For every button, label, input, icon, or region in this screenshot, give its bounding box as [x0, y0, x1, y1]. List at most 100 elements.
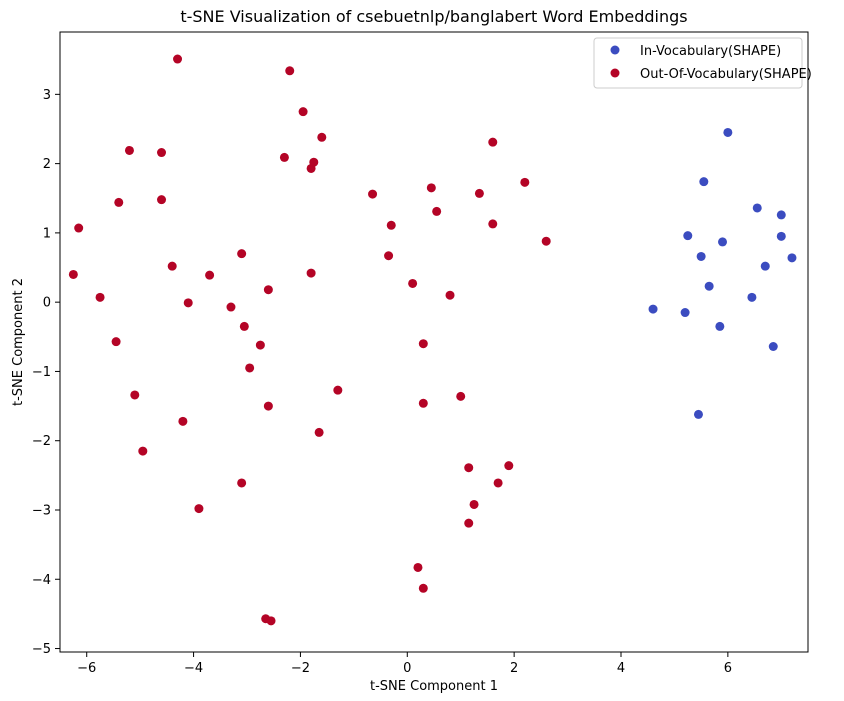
out-of-vocabulary-point — [488, 137, 498, 147]
out-of-vocabulary-point — [111, 337, 121, 347]
in-vocabulary-point — [648, 304, 658, 314]
out-of-vocabulary-point — [488, 219, 498, 229]
out-of-vocabulary-point — [263, 285, 273, 295]
x-tick-label: −6 — [77, 661, 96, 676]
out-of-vocabulary-point — [266, 616, 276, 626]
plot-area — [59, 31, 809, 653]
out-of-vocabulary-point — [474, 188, 484, 198]
in-vocabulary-point — [699, 177, 709, 187]
out-of-vocabulary-point — [255, 340, 265, 350]
in-vocabulary-point — [752, 203, 762, 213]
legend-marker-out-of-vocabulary — [610, 68, 620, 78]
x-axis: −6 −4 −2 0 2 4 6 — [77, 652, 732, 676]
legend-label-in-vocabulary: In-Vocabulary(SHAPE) — [640, 44, 781, 59]
out-of-vocabulary-point — [504, 461, 514, 471]
out-of-vocabulary-point — [205, 270, 215, 280]
out-of-vocabulary-point — [368, 189, 378, 199]
in-vocabulary-point — [768, 342, 778, 352]
y-axis: −5 −4 −3 −2 −1 0 1 2 3 — [32, 88, 60, 657]
out-of-vocabulary-point — [418, 583, 428, 593]
out-of-vocabulary-point — [114, 197, 124, 207]
out-of-vocabulary-point — [464, 463, 474, 473]
y-axis-label: t-SNE Component 2 — [11, 278, 26, 406]
out-of-vocabulary-point — [386, 220, 396, 230]
in-vocabulary-point — [776, 231, 786, 241]
out-of-vocabulary-point — [413, 562, 423, 572]
out-of-vocabulary-point — [138, 446, 148, 456]
out-of-vocabulary-point — [124, 145, 134, 155]
legend: In-Vocabulary(SHAPE) Out-Of-Vocabulary(S… — [593, 37, 812, 89]
y-tick-label: 2 — [43, 157, 51, 172]
out-of-vocabulary-point — [298, 107, 308, 117]
out-of-vocabulary-point — [74, 223, 84, 233]
out-of-vocabulary-point — [68, 269, 78, 279]
out-of-vocabulary-point — [157, 195, 167, 205]
data-points — [68, 54, 797, 626]
out-of-vocabulary-point — [167, 261, 177, 271]
out-of-vocabulary-point — [157, 148, 167, 158]
in-vocabulary-point — [696, 251, 706, 261]
out-of-vocabulary-point — [306, 268, 316, 278]
y-tick-label: 1 — [43, 226, 51, 241]
out-of-vocabulary-point — [464, 518, 474, 528]
out-of-vocabulary-point — [95, 292, 105, 302]
out-of-vocabulary-point — [384, 251, 394, 261]
in-vocabulary-point — [680, 308, 690, 318]
legend-marker-in-vocabulary — [610, 45, 620, 55]
y-tick-label: −3 — [32, 503, 51, 518]
out-of-vocabulary-point — [333, 385, 343, 395]
y-tick-label: −1 — [32, 365, 51, 380]
in-vocabulary-point — [704, 281, 714, 291]
in-vocabulary-point — [723, 127, 733, 137]
out-of-vocabulary-point — [408, 278, 418, 288]
in-vocabulary-point — [776, 210, 786, 220]
chart-title: t-SNE Visualization of csebuetnlp/bangla… — [180, 7, 687, 26]
out-of-vocabulary-point — [418, 339, 428, 349]
in-vocabulary-point — [683, 231, 693, 241]
out-of-vocabulary-point — [237, 249, 247, 259]
out-of-vocabulary-point — [317, 132, 327, 142]
y-tick-label: −5 — [32, 642, 51, 657]
in-vocabulary-point — [715, 321, 725, 331]
out-of-vocabulary-point — [226, 302, 236, 312]
out-of-vocabulary-point — [541, 236, 551, 246]
plot-frame — [59, 31, 809, 653]
out-of-vocabulary-point — [445, 290, 455, 300]
out-of-vocabulary-point — [493, 478, 503, 488]
out-of-vocabulary-point — [183, 298, 193, 308]
in-vocabulary-point — [718, 237, 728, 247]
x-axis-label: t-SNE Component 1 — [370, 679, 498, 694]
out-of-vocabulary-point — [237, 478, 247, 488]
out-of-vocabulary-point — [432, 206, 442, 216]
out-of-vocabulary-point — [418, 398, 428, 408]
y-tick-label: −2 — [32, 434, 51, 449]
out-of-vocabulary-point — [173, 54, 183, 64]
x-tick-label: 4 — [617, 661, 625, 676]
out-of-vocabulary-point — [245, 363, 255, 373]
out-of-vocabulary-point — [426, 183, 436, 193]
out-of-vocabulary-point — [279, 152, 289, 162]
out-of-vocabulary-point — [469, 499, 479, 509]
legend-label-out-of-vocabulary: Out-Of-Vocabulary(SHAPE) — [640, 67, 812, 82]
x-tick-label: 0 — [403, 661, 411, 676]
out-of-vocabulary-point — [314, 427, 324, 437]
x-tick-label: 6 — [724, 661, 732, 676]
x-tick-label: −4 — [184, 661, 203, 676]
x-tick-label: 2 — [510, 661, 518, 676]
in-vocabulary-point — [693, 409, 703, 419]
out-of-vocabulary-point — [194, 504, 204, 514]
y-tick-label: −4 — [32, 573, 51, 588]
out-of-vocabulary-point — [239, 321, 249, 331]
out-of-vocabulary-point — [130, 390, 140, 400]
y-tick-label: 3 — [43, 88, 51, 103]
in-vocabulary-point — [787, 253, 797, 263]
in-vocabulary-point — [747, 292, 757, 302]
out-of-vocabulary-point — [520, 177, 530, 187]
out-of-vocabulary-point — [178, 416, 188, 426]
out-of-vocabulary-point — [456, 391, 466, 401]
in-vocabulary-point — [760, 261, 770, 271]
y-tick-label: 0 — [43, 296, 51, 311]
out-of-vocabulary-point — [263, 401, 273, 411]
x-tick-label: −2 — [291, 661, 310, 676]
